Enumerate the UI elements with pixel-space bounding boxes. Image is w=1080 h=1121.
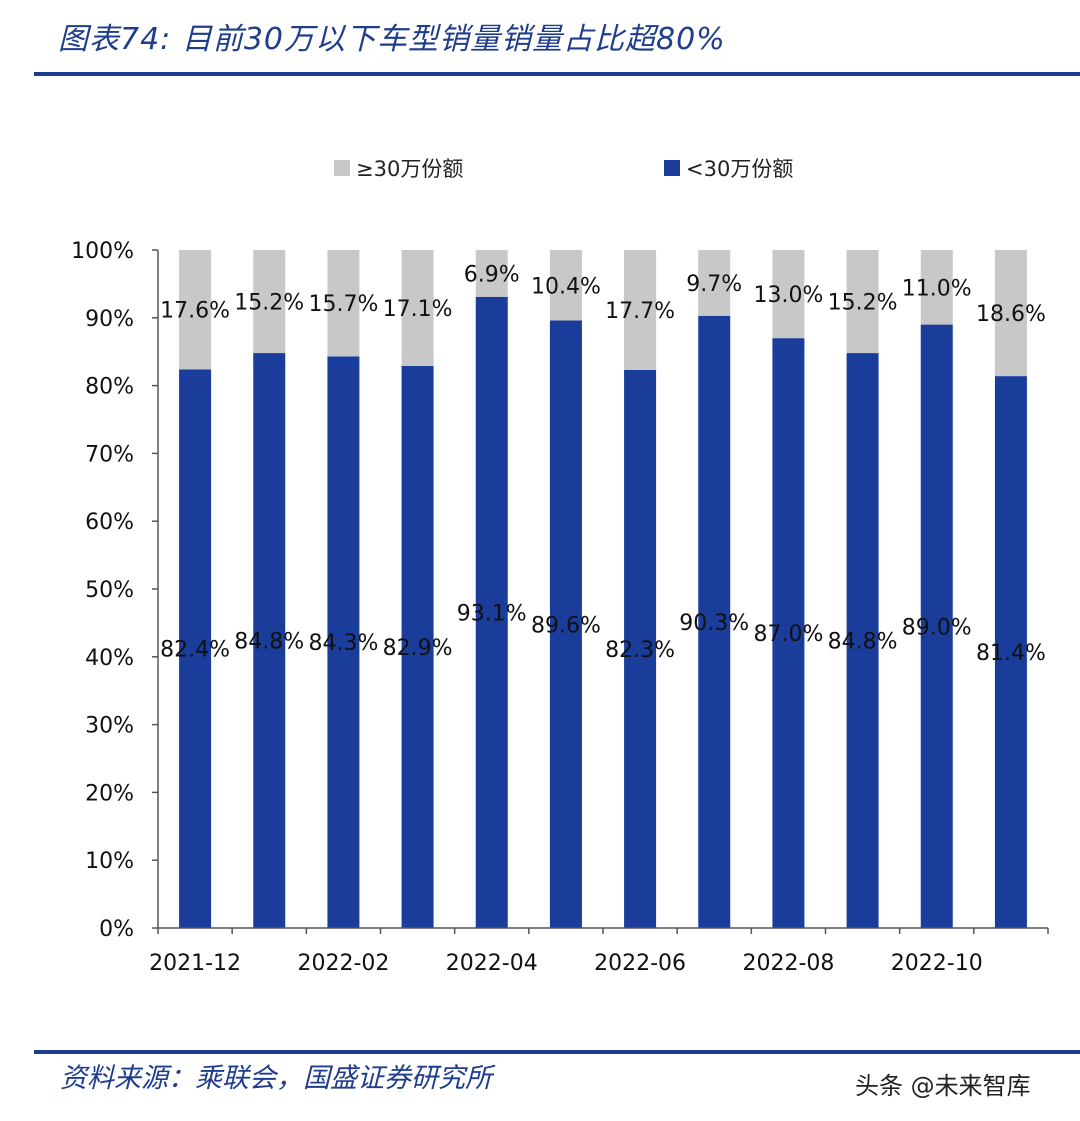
chart-legend: ≥30万份额 <30万份额 <box>334 157 793 181</box>
bar-label-below-30: 81.4% <box>976 641 1046 666</box>
x-tick-label: 2021-12 <box>149 951 241 976</box>
bar-label-above-30: 6.9% <box>464 262 520 287</box>
bar-below-30 <box>698 315 731 928</box>
watermark: 头条 @未来智库 <box>855 1066 1031 1101</box>
bar-below-30 <box>401 365 434 928</box>
legend-swatch <box>664 160 680 176</box>
bar-label-below-30: 84.8% <box>828 630 898 655</box>
bar-above-30 <box>698 250 731 316</box>
x-tick-label: 2022-08 <box>742 951 834 976</box>
bar-below-30 <box>549 320 582 929</box>
bar-label-below-30: 82.3% <box>605 638 675 663</box>
bar-above-30 <box>475 250 508 297</box>
bar-label-above-30: 10.4% <box>531 274 601 299</box>
bar-above-30 <box>772 250 805 339</box>
bar-label-above-30: 15.2% <box>234 291 304 316</box>
bar-below-30 <box>624 370 657 929</box>
y-tick-label: 20% <box>85 781 134 806</box>
x-axis: 2021-12 2022-02 2022-04 2022-06 2022-08 2022-… <box>149 927 1049 976</box>
bar-label-below-30: 89.6% <box>531 613 601 638</box>
bar-above-30 <box>253 250 286 354</box>
legend-label: <30万份额 <box>686 157 793 181</box>
bar-label-above-30: 17.7% <box>605 299 675 324</box>
y-tick-label: 100% <box>71 239 134 264</box>
y-tick-label: 0% <box>99 917 134 942</box>
legend-swatch <box>334 160 350 176</box>
bar-above-30 <box>327 250 360 357</box>
bar-below-30 <box>475 296 508 929</box>
bar-above-30 <box>920 250 953 325</box>
y-tick-label: 80% <box>85 375 134 400</box>
bar-above-30 <box>846 250 879 354</box>
bar-label-above-30: 13.0% <box>753 283 823 308</box>
bar-label-below-30: 89.0% <box>902 615 972 640</box>
y-tick-label: 40% <box>85 646 134 671</box>
bar-label-below-30: 87.0% <box>753 622 823 647</box>
bar-label-below-30: 90.3% <box>679 611 749 636</box>
y-tick-label: 70% <box>85 442 134 467</box>
x-tick-label: 2022-06 <box>594 951 686 976</box>
bar-above-30 <box>994 250 1027 377</box>
chart-title: 图表74: 目前30万以下车型销量销量占比超80% <box>58 22 726 57</box>
bars-layer <box>179 250 1027 929</box>
bar-labels-layer: 82.4% 17.6% 84.8% 15.2% 84.3% 15.7% 82.9% 17.1%… <box>160 262 1046 666</box>
bar-label-above-30: 15.2% <box>828 291 898 316</box>
bar-above-30 <box>549 250 582 321</box>
bar-label-below-30: 84.8% <box>234 630 304 655</box>
y-tick-label: 90% <box>85 307 134 332</box>
y-tick-label: 30% <box>85 714 134 739</box>
bar-label-below-30: 82.9% <box>383 636 453 661</box>
source-note: 资料来源：乘联会，国盛证券研究所 <box>60 1063 492 1094</box>
bar-label-above-30: 15.7% <box>308 292 378 317</box>
x-tick-label: 2022-10 <box>891 951 983 976</box>
bar-label-above-30: 18.6% <box>976 302 1046 327</box>
y-tick-label: 10% <box>85 849 134 874</box>
y-tick-label: 50% <box>85 578 134 603</box>
bar-above-30 <box>624 250 657 371</box>
bar-label-above-30: 17.1% <box>383 297 453 322</box>
watermark-text: 头条 @未来智库 <box>855 1072 1031 1100</box>
bar-below-30 <box>994 376 1027 928</box>
bar-label-above-30: 11.0% <box>902 276 972 301</box>
x-tick-label: 2022-04 <box>446 951 538 976</box>
y-tick-label: 60% <box>85 510 134 535</box>
bar-below-30 <box>772 338 805 928</box>
bar-label-above-30: 17.6% <box>160 299 230 324</box>
legend-label: ≥30万份额 <box>356 157 463 181</box>
bar-below-30 <box>846 353 879 928</box>
y-axis: 0% 10% 20% 30% 40% 50% 60% 70% 80% 90% 100% <box>71 239 159 942</box>
bar-below-30 <box>253 353 286 928</box>
bar-above-30 <box>401 250 434 366</box>
bar-label-above-30: 9.7% <box>686 272 742 297</box>
bar-below-30 <box>920 324 953 929</box>
footer-divider <box>34 1050 1080 1054</box>
bar-below-30 <box>179 369 212 928</box>
bar-label-below-30: 82.4% <box>160 638 230 663</box>
bar-above-30 <box>179 250 212 370</box>
bar-below-30 <box>327 356 360 928</box>
bar-label-below-30: 84.3% <box>308 631 378 656</box>
stacked-bar-chart: ≥30万份额 <30万份额 0% 10% 20% 30% 40% 50% 60% 70% 80% 9… <box>71 157 1049 976</box>
bar-label-below-30: 93.1% <box>457 601 527 626</box>
x-tick-label: 2022-02 <box>297 951 389 976</box>
title-divider <box>34 72 1080 76</box>
